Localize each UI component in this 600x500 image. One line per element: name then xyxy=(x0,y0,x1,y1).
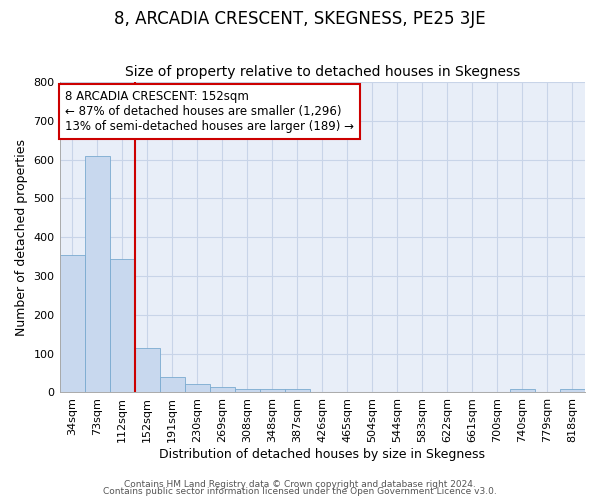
Bar xyxy=(235,388,260,392)
Bar xyxy=(110,258,134,392)
Text: 8, ARCADIA CRESCENT, SKEGNESS, PE25 3JE: 8, ARCADIA CRESCENT, SKEGNESS, PE25 3JE xyxy=(114,10,486,28)
Bar xyxy=(510,390,535,392)
Y-axis label: Number of detached properties: Number of detached properties xyxy=(15,139,28,336)
Bar xyxy=(59,254,85,392)
Bar xyxy=(160,377,185,392)
Text: 8 ARCADIA CRESCENT: 152sqm
← 87% of detached houses are smaller (1,296)
13% of s: 8 ARCADIA CRESCENT: 152sqm ← 87% of deta… xyxy=(65,90,354,133)
Bar xyxy=(134,348,160,393)
Text: Contains public sector information licensed under the Open Government Licence v3: Contains public sector information licen… xyxy=(103,487,497,496)
Bar xyxy=(209,386,235,392)
Bar xyxy=(260,390,285,392)
Bar xyxy=(285,390,310,392)
Bar xyxy=(185,384,209,392)
Bar xyxy=(560,390,585,392)
Text: Contains HM Land Registry data © Crown copyright and database right 2024.: Contains HM Land Registry data © Crown c… xyxy=(124,480,476,489)
X-axis label: Distribution of detached houses by size in Skegness: Distribution of detached houses by size … xyxy=(159,448,485,461)
Bar xyxy=(85,156,110,392)
Title: Size of property relative to detached houses in Skegness: Size of property relative to detached ho… xyxy=(125,66,520,80)
